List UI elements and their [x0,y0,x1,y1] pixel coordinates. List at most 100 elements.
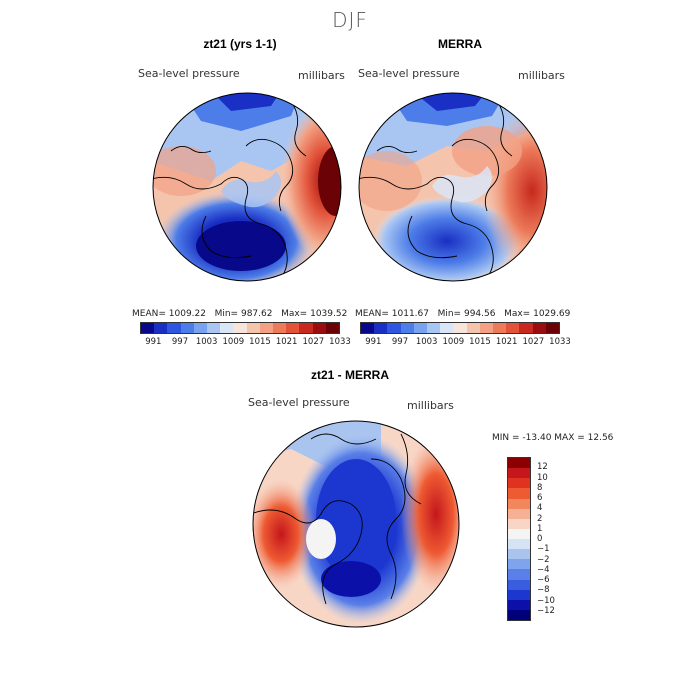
colorbar-swatch [312,323,326,333]
colorbar-tick-label: −6 [537,575,550,585]
panel1-stats: MEAN= 1009.22 Min= 987.62 Max= 1039.52 [132,309,348,319]
colorbar-tick-label: 1009 [442,337,465,347]
colorbar-swatch [545,323,560,333]
colorbar-swatch [508,518,530,529]
colorbar-tick-label: 997 [171,337,189,347]
panel3-map [252,420,460,628]
panel1-title: zt21 (yrs 1-1) [203,37,277,51]
panel3-minmax-text: MIN = -13.40 MAX = 12.56 [492,433,614,443]
colorbar-swatch [400,323,414,333]
colorbar-swatch [508,539,530,550]
colorbar-swatch [508,528,530,539]
colorbar-swatch [508,508,530,519]
panel2-units-label: millibars [518,69,565,82]
colorbar-swatch [479,323,494,333]
colorbar-swatch [519,323,533,333]
colorbar-swatch [207,323,221,333]
colorbar-swatch [508,559,530,570]
colorbar-tick-label: 10 [537,472,548,483]
colorbar-tick-label: 1027 [302,337,325,347]
panel1-units-label: millibars [298,69,345,82]
colorbar-tick-label: −12 [537,605,555,616]
colorbar-tick-label: 1003 [415,337,438,347]
colorbar-tick-label: 1033 [549,337,571,347]
colorbar-swatch [427,323,441,333]
colorbar-tick-label: 991 [145,337,162,347]
panel2-map [358,92,548,282]
colorbar-tick-label: 1003 [195,337,218,347]
panel1-colorbar-ticks: 991 997 1003 1009 1015 1021 1027 1033 [140,337,351,349]
panel1-mean: 1009.22 [168,309,206,319]
panel2-variable-label: Sea-level pressure [358,67,460,80]
colorbar-swatch [286,323,300,333]
colorbar-tick-label: 1027 [522,337,545,347]
colorbar-tick-label: 8 [537,482,543,493]
colorbar-swatch [325,323,340,333]
colorbar-tick-label: −2 [537,554,550,565]
panel1-max: 1039.52 [310,309,348,319]
colorbar-swatch [259,323,274,333]
panel3-colorbar [507,457,531,621]
colorbar-tick-label: 1 [537,523,543,534]
colorbar-tick-label: −1 [537,544,550,555]
colorbar-tick-label: 1015 [249,337,271,347]
colorbar-swatch [508,549,530,560]
colorbar-swatch [299,323,313,333]
panel2-mean: 1011.67 [391,309,429,319]
colorbar-swatch [273,323,287,333]
season-title: DJF [332,8,368,32]
panel2-colorbar [360,322,560,334]
colorbar-swatch [532,323,546,333]
colorbar-tick-label: 12 [537,462,548,473]
colorbar-swatch [453,323,467,333]
panel2-colorbar-ticks: 991 997 1003 1009 1015 1021 1027 1033 [360,337,571,349]
colorbar-swatch [220,323,234,333]
colorbar-tick-label: 6 [537,493,543,503]
colorbar-swatch [167,323,181,333]
colorbar-swatch [180,323,194,333]
colorbar-tick-label: −4 [537,564,550,575]
panel1-map [152,92,342,282]
colorbar-tick-label: 997 [391,337,409,347]
colorbar-swatch [466,323,480,333]
colorbar-swatch [193,323,208,333]
colorbar-swatch [493,323,507,333]
colorbar-tick-label: 991 [365,337,382,347]
colorbar-swatch [508,579,530,590]
colorbar-swatch [154,323,168,333]
panel3-colorbar-ticks: 12 10 8 6 4 2 1 0 −1 −2 −4 −6 −8 −10 −12 [537,457,567,621]
colorbar-tick-label: 4 [537,503,543,514]
panel1-colorbar [140,322,340,334]
colorbar-swatch [387,323,401,333]
colorbar-tick-label: 1009 [222,337,245,347]
panel3-title: zt21 - MERRA [310,368,389,382]
panel2-max: 1029.69 [533,309,571,319]
colorbar-swatch [374,323,388,333]
colorbar-tick-label: 0 [537,534,543,544]
colorbar-tick-label: −8 [537,585,550,596]
panel1-min: 987.62 [240,309,273,319]
colorbar-swatch [508,458,530,469]
colorbar-tick-label: 1021 [495,337,518,347]
colorbar-tick-label: 1021 [275,337,298,347]
colorbar-tick-label: 2 [537,513,543,524]
colorbar-swatch [361,323,375,333]
colorbar-swatch [246,323,260,333]
colorbar-swatch [506,323,520,333]
colorbar-swatch [508,599,530,610]
colorbar-swatch [508,609,530,620]
panel2-stats: MEAN= 1011.67 Min= 994.56 Max= 1029.69 [355,309,571,319]
panel2-min: 994.56 [463,309,496,319]
panel2-title: MERRA [438,37,482,51]
colorbar-swatch [508,569,530,580]
colorbar-swatch [440,323,454,333]
colorbar-swatch [233,323,247,333]
colorbar-swatch [141,323,155,333]
colorbar-swatch [508,488,530,499]
colorbar-tick-label: −10 [537,595,555,606]
colorbar-swatch [508,478,530,489]
colorbar-tick-label: 1033 [329,337,351,347]
colorbar-swatch [508,468,530,479]
panel3-variable-label: Sea-level pressure [248,396,350,409]
colorbar-tick-label: 1015 [469,337,491,347]
